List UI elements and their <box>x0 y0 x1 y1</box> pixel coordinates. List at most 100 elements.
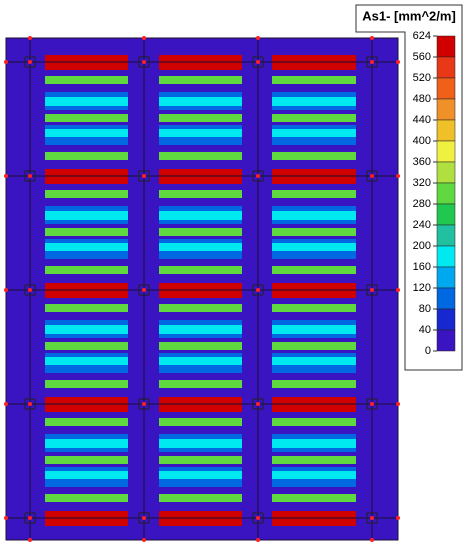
column <box>252 56 264 68</box>
column <box>138 398 150 410</box>
column <box>138 56 150 68</box>
colorbar-band <box>436 98 456 121</box>
colorbar-tick-label: 520 <box>413 72 431 84</box>
colorbar-band <box>436 161 456 184</box>
joint <box>370 288 374 292</box>
joint <box>396 288 400 292</box>
column <box>252 512 264 524</box>
contour-stripe <box>159 243 242 251</box>
plot-area <box>4 36 400 542</box>
contour-stripe <box>45 243 128 251</box>
joint <box>256 36 260 40</box>
colorbar: 6245605204804404003603202802402001601208… <box>413 30 456 357</box>
colorbar-tick-label: 240 <box>413 219 431 231</box>
column <box>24 56 36 68</box>
contour-stripe <box>272 325 356 334</box>
colorbar-band <box>436 182 456 205</box>
colorbar-band <box>436 119 456 142</box>
joint <box>28 288 32 292</box>
contour-stripe <box>159 380 242 388</box>
column <box>24 284 36 296</box>
colorbar-band <box>436 308 456 331</box>
contour-stripe <box>45 114 128 122</box>
joint <box>142 402 146 406</box>
contour-stripe <box>272 357 356 365</box>
contour-stripe <box>272 97 356 106</box>
contour-stripe <box>45 494 128 502</box>
joint <box>370 402 374 406</box>
contour-stripe <box>159 266 242 274</box>
joint <box>256 538 260 542</box>
contour-stripe <box>272 342 356 350</box>
contour-stripe <box>159 129 242 137</box>
column <box>366 284 378 296</box>
joint <box>142 516 146 520</box>
joint <box>4 516 8 520</box>
colorbar-band <box>436 329 456 352</box>
colorbar-tick-label: 120 <box>413 282 431 294</box>
column <box>252 398 264 410</box>
joint <box>142 174 146 178</box>
joint <box>142 36 146 40</box>
contour-stripe <box>159 97 242 106</box>
contour-stripe <box>159 456 242 464</box>
contour-stripe <box>45 228 128 236</box>
contour-stripe <box>272 304 356 312</box>
joint <box>28 402 32 406</box>
joint <box>396 516 400 520</box>
joint <box>28 60 32 64</box>
joint <box>256 174 260 178</box>
joint <box>370 538 374 542</box>
contour-stripe <box>45 439 128 448</box>
joint <box>4 174 8 178</box>
contour-stripe <box>272 243 356 251</box>
column <box>24 170 36 182</box>
joint <box>142 538 146 542</box>
joint <box>370 60 374 64</box>
contour-stripe <box>45 97 128 106</box>
contour-stripe <box>272 114 356 122</box>
legend-title: As1- [mm^2/m] <box>362 8 456 23</box>
column <box>138 284 150 296</box>
column <box>252 284 264 296</box>
contour-stripe <box>45 380 128 388</box>
colorbar-tick-label: 200 <box>413 240 431 252</box>
contour-stripe <box>159 304 242 312</box>
contour-stripe <box>45 357 128 365</box>
joint <box>142 60 146 64</box>
joint <box>28 516 32 520</box>
joint <box>256 516 260 520</box>
colorbar-band <box>436 77 456 100</box>
contour-stripe <box>159 228 242 236</box>
joint <box>28 36 32 40</box>
joint <box>370 36 374 40</box>
colorbar-tick-label: 560 <box>413 51 431 63</box>
contour-stripe <box>159 76 242 84</box>
contour-stripe <box>272 418 356 426</box>
contour-stripe <box>45 471 128 479</box>
joint <box>396 174 400 178</box>
contour-stripe <box>45 342 128 350</box>
joint <box>370 174 374 178</box>
colorbar-tick-label: 280 <box>413 198 431 210</box>
colorbar-tick-label: 40 <box>419 324 431 336</box>
contour-stripe <box>45 152 128 160</box>
contour-stripe <box>159 114 242 122</box>
contour-stripe <box>159 342 242 350</box>
colorbar-band <box>436 35 456 58</box>
contour-stripe <box>272 456 356 464</box>
contour-stripe <box>45 266 128 274</box>
colorbar-band <box>436 140 456 163</box>
colorbar-band <box>436 266 456 289</box>
contour-stripe <box>159 357 242 365</box>
colorbar-tick-label: 480 <box>413 93 431 105</box>
contour-stripe <box>272 494 356 502</box>
contour-stripe <box>272 439 356 448</box>
colorbar-tick-label: 80 <box>419 303 431 315</box>
contour-stripe <box>159 471 242 479</box>
contour-stripe <box>159 211 242 220</box>
contour-stripe <box>45 129 128 137</box>
contour-stripe <box>45 76 128 84</box>
column <box>24 512 36 524</box>
